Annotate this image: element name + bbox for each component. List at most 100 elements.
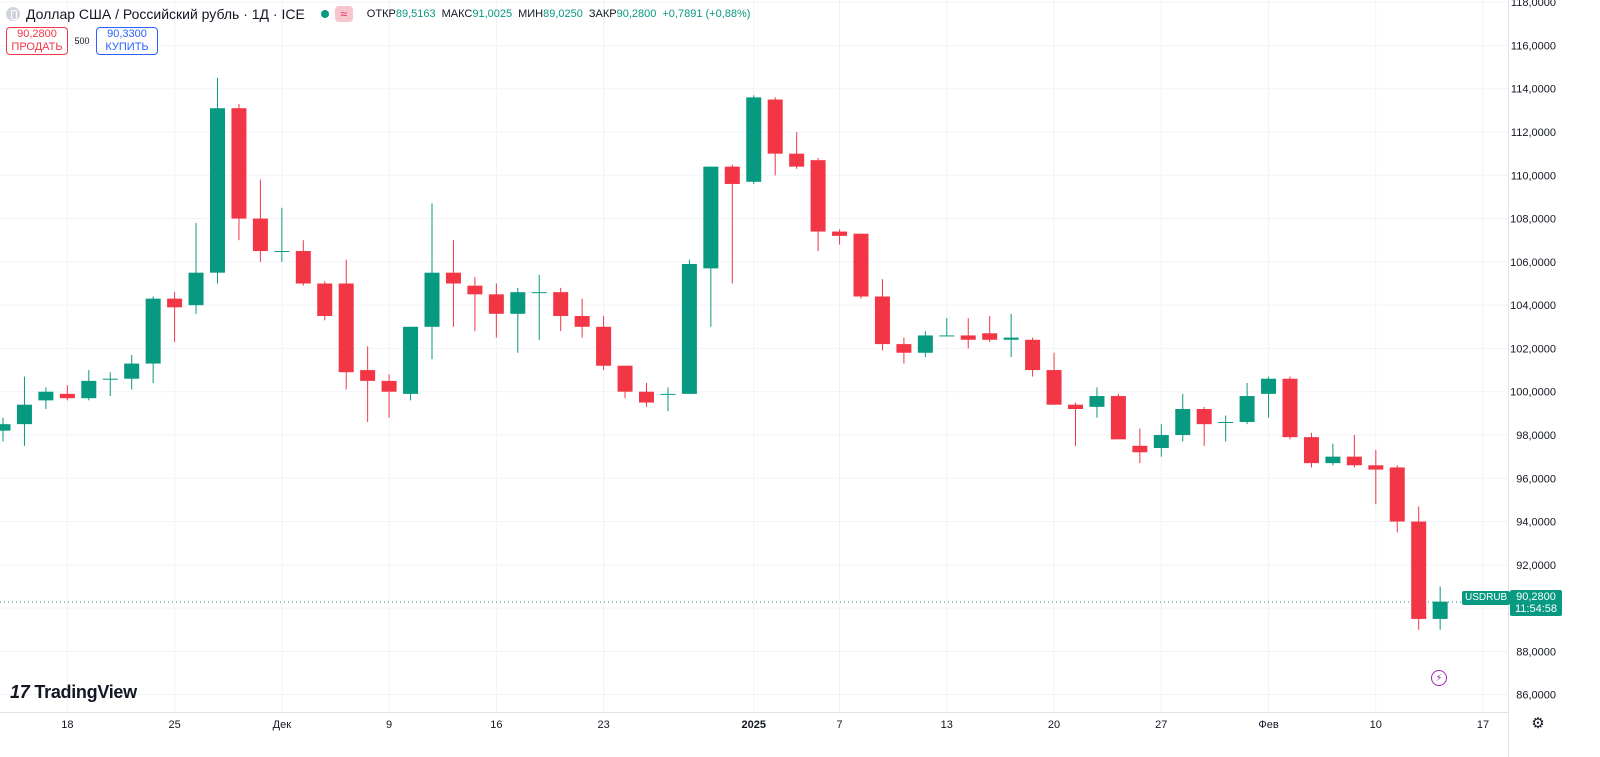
candle-body	[1346, 456, 1362, 466]
candle-body	[639, 391, 654, 403]
bar-countdown: 11:54:58	[1514, 603, 1557, 615]
buy-price: 90,3300	[107, 28, 147, 40]
candle-body	[681, 264, 697, 394]
ohlc-close: ЗАКР90,2800	[588, 8, 657, 20]
trade-buttons: 90,2800 ПРОДАТЬ 500 90,3300 КУПИТЬ	[6, 27, 158, 55]
candle-body	[1110, 396, 1126, 440]
x-tick-label: 17	[1477, 719, 1489, 731]
y-tick-label: 118,0000	[1511, 0, 1556, 9]
y-tick-label: 100,0000	[1510, 387, 1556, 399]
x-tick-label: 23	[597, 719, 609, 731]
x-tick-label: Дек	[273, 719, 292, 731]
candle-body	[102, 378, 118, 380]
candle-body	[38, 391, 54, 401]
y-tick-label: 92,0000	[1516, 560, 1556, 572]
spread-value: 500	[74, 36, 90, 46]
symbol-price-label: USDRUB	[1462, 591, 1511, 605]
candle-body	[1068, 404, 1083, 410]
candle-body	[1389, 467, 1405, 522]
y-tick-label: 116,0000	[1511, 40, 1556, 52]
data-delay-badge-icon[interactable]: ≈	[334, 6, 353, 22]
candle-body	[210, 108, 225, 273]
ohlc-high: МАКС91,0025	[441, 8, 513, 20]
x-tick-label: 2025	[742, 719, 766, 731]
candle-body	[1282, 378, 1298, 438]
candle-body	[553, 292, 569, 316]
candle-body	[596, 326, 612, 366]
axes	[0, 0, 1509, 757]
candle-body	[1196, 409, 1212, 425]
sell-button[interactable]: 90,2800 ПРОДАТЬ	[6, 27, 68, 55]
candle-body	[488, 294, 504, 314]
y-tick-label: 108,0000	[1510, 214, 1556, 226]
candle-body	[317, 283, 333, 316]
candle-body	[338, 283, 354, 373]
candle-body	[0, 424, 11, 431]
tradingview-logo-icon: 17	[10, 682, 30, 702]
y-tick-label: 112,0000	[1511, 127, 1556, 139]
candle-body	[381, 380, 397, 392]
candle-body	[167, 298, 183, 308]
candle-body	[917, 335, 933, 353]
candle-body	[1303, 437, 1319, 464]
candle-body	[746, 97, 762, 182]
candle-body	[16, 404, 32, 425]
candle-body	[853, 233, 869, 297]
y-tick-label: 110,0000	[1511, 170, 1556, 182]
candle-body	[188, 272, 204, 306]
candle-body	[1218, 422, 1234, 424]
x-tick-label: 7	[836, 719, 842, 731]
symbol-title[interactable]: Доллар США / Российский рубль · 1Д · ICE	[26, 6, 305, 22]
tradingview-logo[interactable]: 17 TradingView	[10, 682, 137, 703]
candle-body	[531, 292, 547, 294]
x-tick-label: 25	[168, 719, 180, 731]
x-tick-label: 20	[1048, 719, 1060, 731]
candle-body	[1046, 370, 1062, 405]
y-tick-label: 106,0000	[1510, 257, 1556, 269]
candle-body	[810, 160, 826, 232]
x-tick-label: 9	[386, 719, 392, 731]
candle-body	[124, 363, 140, 379]
y-tick-label: 88,0000	[1516, 646, 1556, 658]
y-tick-label: 104,0000	[1510, 300, 1556, 312]
candle-body	[59, 393, 75, 399]
candle-body	[703, 166, 719, 269]
gear-icon[interactable]: ⚙	[1531, 715, 1545, 732]
last-price-tag: 90,2800 11:54:58	[1510, 590, 1562, 616]
candle-body	[1368, 465, 1384, 470]
tradingview-logo-text: TradingView	[34, 682, 137, 702]
candle-body	[467, 285, 483, 295]
candle-body	[767, 99, 783, 154]
time-axis: 18 25 Дек 9 16 23 2025 7 13 20 27 Фев 10 17	[61, 719, 1489, 731]
candle-body	[1175, 409, 1191, 435]
ohlc-open: ОТКР89,5163	[366, 8, 436, 20]
ohlc-low: МИН89,0250	[518, 8, 583, 20]
candle-body	[274, 251, 290, 253]
x-tick-label: 13	[941, 719, 953, 731]
y-tick-label: 98,0000	[1516, 430, 1556, 442]
candle-body	[295, 251, 311, 284]
candle-body	[1089, 396, 1105, 407]
candle-body	[874, 296, 890, 345]
symbol-logo-icon	[6, 7, 20, 21]
candles	[0, 77, 1448, 630]
candle-body	[660, 393, 676, 395]
candle-body	[231, 108, 247, 219]
last-price-value: 90,2800	[1516, 591, 1556, 603]
candle-body	[939, 335, 955, 337]
y-tick-label: 94,0000	[1516, 517, 1556, 529]
market-open-status-icon[interactable]	[320, 10, 329, 18]
candle-body	[1261, 378, 1277, 394]
lightning-icon[interactable]: ⚡	[1431, 670, 1447, 686]
candle-body	[1432, 601, 1448, 619]
candle-body	[403, 326, 419, 394]
candle-body	[360, 370, 376, 381]
x-tick-label: 16	[490, 719, 502, 731]
buy-button[interactable]: 90,3300 КУПИТЬ	[96, 27, 158, 55]
y-tick-label: 102,0000	[1510, 343, 1556, 355]
candle-body	[81, 380, 97, 399]
candle-body	[982, 333, 998, 340]
candle-body	[617, 365, 633, 392]
candle-body	[574, 315, 590, 327]
